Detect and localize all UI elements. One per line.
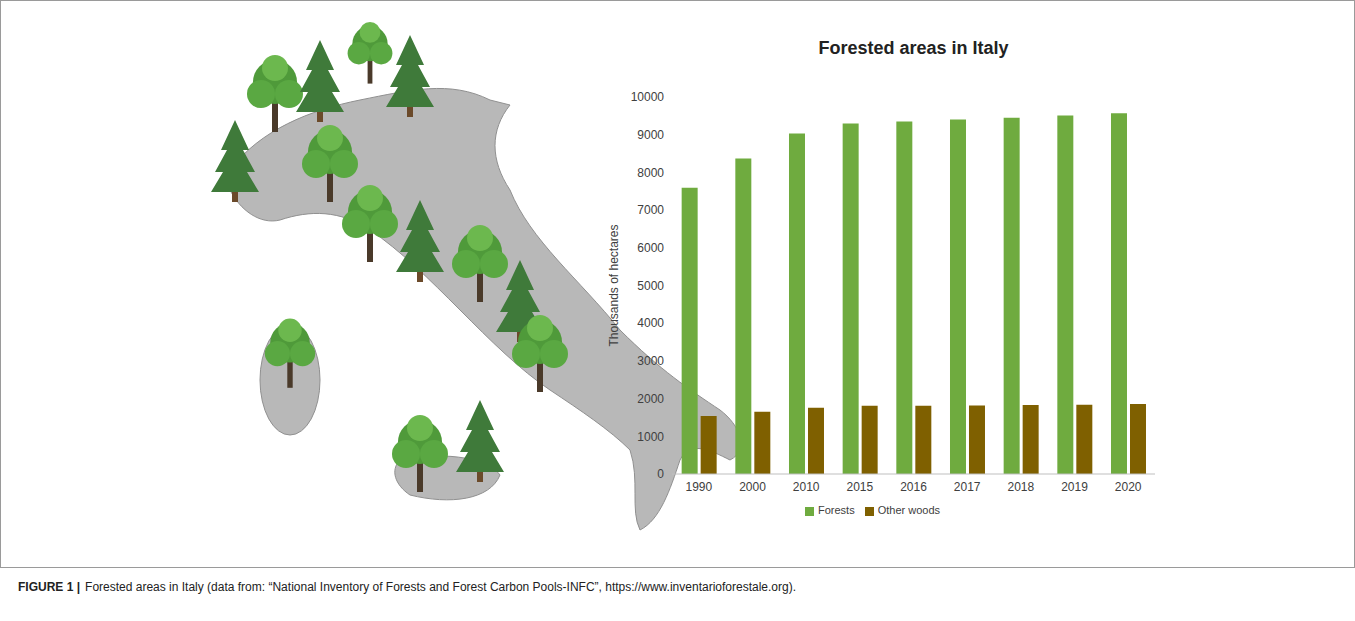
svg-text:6000: 6000 (637, 241, 664, 255)
svg-text:2016: 2016 (900, 480, 927, 494)
html-text:Forested areas in Italy (data: Forested areas in Italy (data from: “Nat… (85, 580, 796, 594)
html-text:Other woods: Other woods (877, 504, 940, 516)
svg-text:2000: 2000 (739, 480, 766, 494)
html-text:Forests: Forests (818, 504, 855, 516)
svg-text:5000: 5000 (637, 279, 664, 293)
svg-text:2015: 2015 (846, 480, 873, 494)
svg-text:2019: 2019 (1061, 480, 1088, 494)
html-text:FIGURE 1 |: FIGURE 1 | (18, 580, 80, 594)
svg-text:3000: 3000 (637, 354, 664, 368)
svg-text:2017: 2017 (954, 480, 981, 494)
svg-text:7000: 7000 (637, 203, 664, 217)
svg-text:0: 0 (657, 467, 664, 481)
svg-text:10000: 10000 (631, 90, 665, 104)
svg-text:2000: 2000 (637, 392, 664, 406)
svg-text:2018: 2018 (1007, 480, 1034, 494)
svg-text:1000: 1000 (637, 430, 664, 444)
svg-text:8000: 8000 (637, 166, 664, 180)
svg-text:2020: 2020 (1115, 480, 1142, 494)
svg-text:9000: 9000 (637, 128, 664, 142)
html-text:Forested areas in Italy: Forested areas in Italy (818, 38, 1009, 58)
svg-text:1990: 1990 (685, 480, 712, 494)
svg-text:Thousands of hectares: Thousands of hectares (607, 224, 621, 346)
svg-text:2010: 2010 (793, 480, 820, 494)
svg-text:4000: 4000 (637, 316, 664, 330)
